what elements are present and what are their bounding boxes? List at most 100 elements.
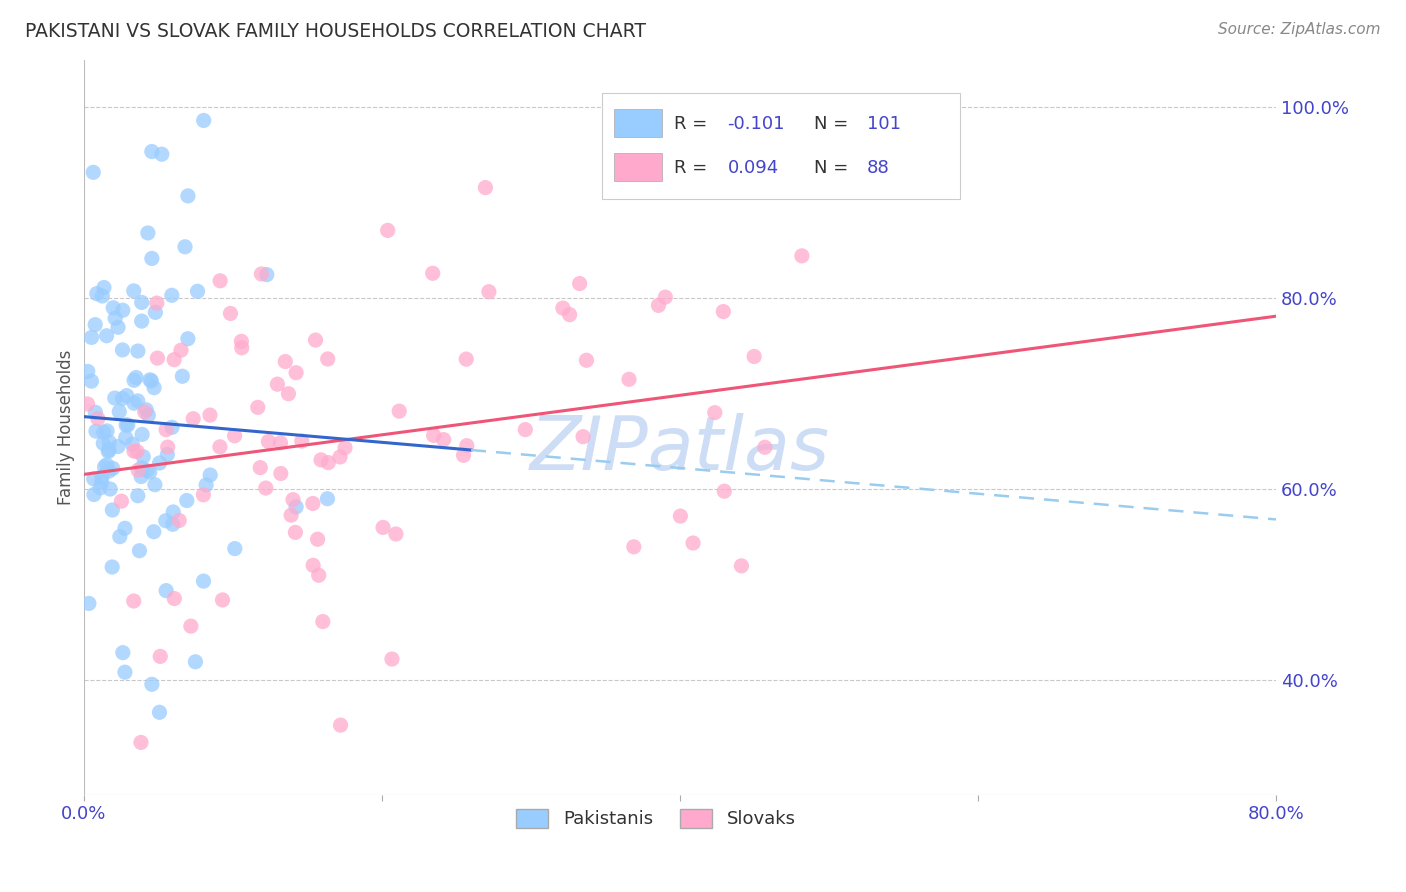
Point bbox=[129, 735, 152, 749]
Point bbox=[754, 440, 776, 454]
Point bbox=[104, 391, 127, 405]
Point bbox=[131, 314, 153, 328]
Point bbox=[111, 646, 134, 660]
Point bbox=[623, 540, 645, 554]
Text: Source: ZipAtlas.com: Source: ZipAtlas.com bbox=[1218, 22, 1381, 37]
Point bbox=[136, 464, 159, 478]
Point bbox=[115, 418, 138, 433]
Point bbox=[456, 352, 478, 367]
Text: PAKISTANI VS SLOVAK FAMILY HOUSEHOLDS CORRELATION CHART: PAKISTANI VS SLOVAK FAMILY HOUSEHOLDS CO… bbox=[25, 22, 647, 41]
Point bbox=[302, 496, 325, 510]
Point bbox=[98, 442, 121, 457]
Point bbox=[155, 423, 177, 437]
Point bbox=[77, 596, 100, 610]
FancyBboxPatch shape bbox=[614, 109, 662, 136]
Point bbox=[93, 459, 115, 474]
Point bbox=[682, 536, 704, 550]
Point bbox=[170, 343, 193, 358]
Point bbox=[246, 401, 269, 415]
Point bbox=[176, 493, 198, 508]
Point bbox=[515, 423, 537, 437]
Point bbox=[160, 288, 183, 302]
Point bbox=[128, 543, 150, 558]
Point bbox=[143, 381, 166, 395]
Point bbox=[141, 252, 163, 266]
Point bbox=[280, 508, 302, 523]
Point bbox=[146, 351, 169, 365]
Point bbox=[125, 370, 148, 384]
Point bbox=[111, 303, 134, 318]
Point bbox=[572, 430, 595, 444]
Point bbox=[131, 427, 153, 442]
Point bbox=[93, 425, 115, 440]
Point bbox=[742, 350, 765, 364]
Point bbox=[87, 411, 110, 425]
Point bbox=[138, 465, 160, 479]
Point bbox=[163, 591, 186, 606]
Point bbox=[211, 593, 233, 607]
Point bbox=[474, 180, 496, 194]
FancyBboxPatch shape bbox=[602, 93, 960, 199]
Point bbox=[136, 226, 159, 240]
Point bbox=[122, 594, 145, 608]
Point bbox=[156, 447, 179, 461]
Text: 101: 101 bbox=[868, 114, 901, 133]
Point bbox=[256, 268, 278, 282]
Point bbox=[277, 386, 299, 401]
Point bbox=[122, 373, 145, 387]
Point bbox=[333, 441, 356, 455]
Point bbox=[274, 354, 297, 368]
Point bbox=[96, 328, 118, 343]
Point bbox=[101, 461, 124, 475]
Point bbox=[309, 453, 332, 467]
Point bbox=[114, 431, 136, 445]
Point bbox=[104, 311, 127, 326]
Point bbox=[76, 397, 98, 411]
Point bbox=[132, 450, 155, 464]
Point bbox=[184, 655, 207, 669]
Point bbox=[478, 285, 501, 299]
Point bbox=[195, 478, 218, 492]
FancyBboxPatch shape bbox=[614, 153, 662, 181]
Text: N =: N = bbox=[814, 114, 855, 133]
Point bbox=[711, 304, 734, 318]
Point bbox=[93, 280, 115, 294]
Point bbox=[713, 484, 735, 499]
Point bbox=[127, 463, 149, 477]
Point bbox=[316, 351, 339, 366]
Point bbox=[381, 652, 404, 666]
Point bbox=[82, 165, 104, 179]
Y-axis label: Family Households: Family Households bbox=[58, 350, 75, 505]
Point bbox=[291, 434, 314, 448]
Point bbox=[432, 433, 454, 447]
Point bbox=[329, 450, 352, 464]
Point bbox=[91, 289, 114, 303]
Point bbox=[90, 475, 112, 490]
Point bbox=[127, 344, 149, 359]
Point bbox=[208, 440, 231, 454]
Point bbox=[83, 472, 105, 486]
Point bbox=[162, 505, 184, 519]
Point bbox=[96, 424, 118, 438]
Point bbox=[141, 374, 163, 388]
Point bbox=[107, 440, 129, 454]
Text: N =: N = bbox=[814, 159, 855, 177]
Point bbox=[186, 285, 208, 299]
Point bbox=[127, 489, 149, 503]
Point bbox=[307, 533, 329, 547]
Point bbox=[281, 492, 304, 507]
Point bbox=[143, 477, 166, 491]
Point bbox=[266, 377, 288, 392]
Point bbox=[149, 649, 172, 664]
Point bbox=[98, 482, 121, 496]
Point bbox=[453, 448, 475, 462]
Point bbox=[198, 468, 221, 483]
Point bbox=[108, 530, 131, 544]
Point bbox=[224, 429, 246, 443]
Point bbox=[114, 521, 136, 535]
Point bbox=[304, 333, 326, 347]
Point bbox=[174, 240, 197, 254]
Point bbox=[617, 372, 640, 386]
Point bbox=[121, 437, 143, 451]
Text: R =: R = bbox=[673, 159, 713, 177]
